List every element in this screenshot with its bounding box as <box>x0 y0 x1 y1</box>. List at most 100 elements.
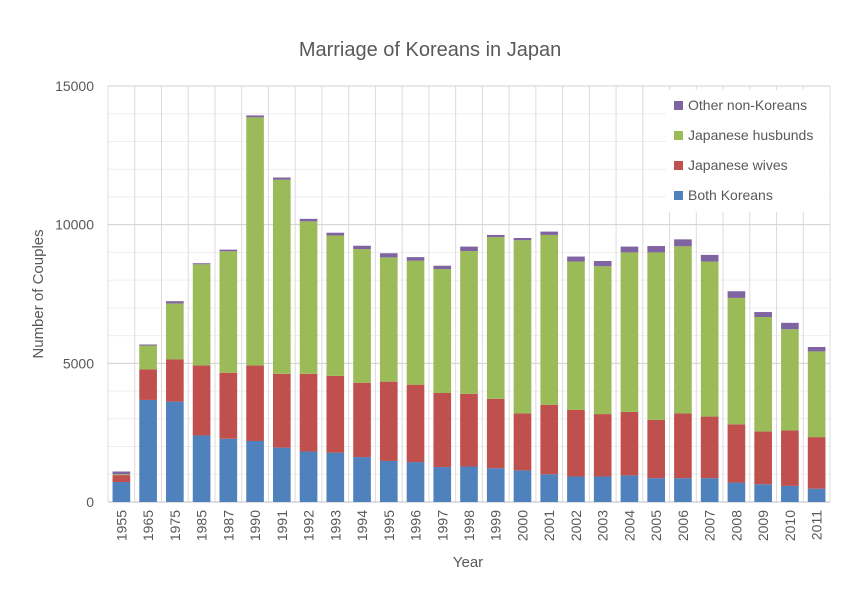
y-tick-labels: 0 5000 10000 15000 <box>55 78 94 510</box>
x-tick-label: 1975 <box>167 510 183 541</box>
bar-segment <box>379 257 398 382</box>
bar-segment <box>353 457 371 502</box>
x-tick-label: 1993 <box>327 510 343 541</box>
bar-segment <box>353 249 371 383</box>
bar-segment <box>112 475 131 483</box>
bar-segment <box>166 301 184 304</box>
bar-segment <box>593 476 612 502</box>
legend-label: Other non-Koreans <box>688 97 807 113</box>
bar-segment <box>486 234 505 238</box>
bar-segment <box>219 249 238 252</box>
bar-segment <box>593 266 612 415</box>
bar-segment <box>567 409 585 477</box>
bar-segment <box>647 478 666 502</box>
bar-segment <box>166 401 184 502</box>
bar-segment <box>139 344 157 346</box>
bar-segment <box>112 474 131 476</box>
bar-segment <box>674 246 692 414</box>
y-tick-label: 5000 <box>63 355 94 371</box>
bar-segment <box>567 476 585 502</box>
x-tick-label: 2004 <box>621 510 637 541</box>
bar-segment <box>567 256 585 262</box>
bar-segment <box>620 411 639 476</box>
legend-background <box>666 90 828 212</box>
bar-segment <box>326 375 345 453</box>
bar-segment <box>807 346 826 352</box>
bar-segment <box>674 413 692 479</box>
bar-segment <box>700 416 719 479</box>
bar-segment <box>754 312 772 318</box>
bar-segment <box>754 317 772 432</box>
bar-segment <box>192 435 211 502</box>
legend-label: Both Koreans <box>688 187 773 203</box>
bar-segment <box>219 251 238 373</box>
x-tick-label: 2009 <box>755 510 771 541</box>
bar-segment <box>807 488 826 502</box>
bar-segment <box>326 235 345 376</box>
x-axis-label: Year <box>453 554 483 571</box>
bar-segment <box>486 468 505 502</box>
x-tick-label: 1996 <box>408 510 424 541</box>
bar-segment <box>166 359 184 402</box>
bar-segment <box>620 475 639 502</box>
x-tick-label: 2007 <box>702 510 718 541</box>
bar-segment <box>406 257 425 261</box>
bar-segment <box>754 484 772 502</box>
legend-label: Japanese wives <box>688 157 788 173</box>
bar-segment <box>781 329 799 431</box>
x-tick-label: 1991 <box>274 510 290 541</box>
bar-segment <box>700 261 719 417</box>
bar-segment <box>460 393 478 467</box>
x-tick-label: 2005 <box>648 510 664 541</box>
bar-segment <box>593 414 612 477</box>
bar-segment <box>299 218 318 222</box>
bar-segment <box>674 478 692 502</box>
bar-segment <box>112 471 131 475</box>
bars <box>112 115 826 502</box>
bar-segment <box>139 369 157 400</box>
bar-segment <box>433 467 452 502</box>
bar-segment <box>353 382 371 458</box>
bar-segment <box>299 451 318 502</box>
bar-segment <box>540 234 559 405</box>
bar-segment <box>272 177 291 180</box>
bar-segment <box>513 237 532 241</box>
bar-segment <box>326 232 345 236</box>
bar-segment <box>379 253 398 258</box>
legend: Other non-Koreans Japanese husbunds Japane… <box>666 90 828 212</box>
x-tick-label: 1999 <box>488 510 504 541</box>
x-tick-label: 2003 <box>595 510 611 541</box>
bar-segment <box>727 482 746 502</box>
bar-segment <box>433 269 452 394</box>
bar-segment <box>379 381 398 461</box>
bar-segment <box>754 431 772 485</box>
bar-segment <box>540 474 559 502</box>
bar-segment <box>299 221 318 374</box>
bar-segment <box>246 117 264 366</box>
bar-segment <box>246 440 264 502</box>
bar-segment <box>219 372 238 439</box>
bar-segment <box>166 303 184 360</box>
x-tick-label: 2006 <box>675 510 691 541</box>
bar-segment <box>379 460 398 502</box>
bar-segment <box>486 398 505 469</box>
x-tick-label: 2000 <box>514 510 530 541</box>
bar-segment <box>647 252 666 420</box>
bar-segment <box>513 470 532 502</box>
bar-segment <box>192 263 211 265</box>
bar-segment <box>567 261 585 410</box>
x-tick-label: 1997 <box>434 510 450 541</box>
bar-segment <box>219 438 238 502</box>
bar-segment <box>326 452 345 502</box>
x-tick-label: 2001 <box>541 510 557 541</box>
x-tick-label: 1985 <box>194 510 210 541</box>
bar-segment <box>433 265 452 270</box>
bar-segment <box>460 251 478 394</box>
bar-segment <box>647 246 666 253</box>
bar-segment <box>272 179 291 374</box>
bar-segment <box>139 399 157 502</box>
x-tick-label: 1965 <box>140 510 156 541</box>
bar-segment <box>299 373 318 452</box>
bar-segment <box>620 246 639 253</box>
